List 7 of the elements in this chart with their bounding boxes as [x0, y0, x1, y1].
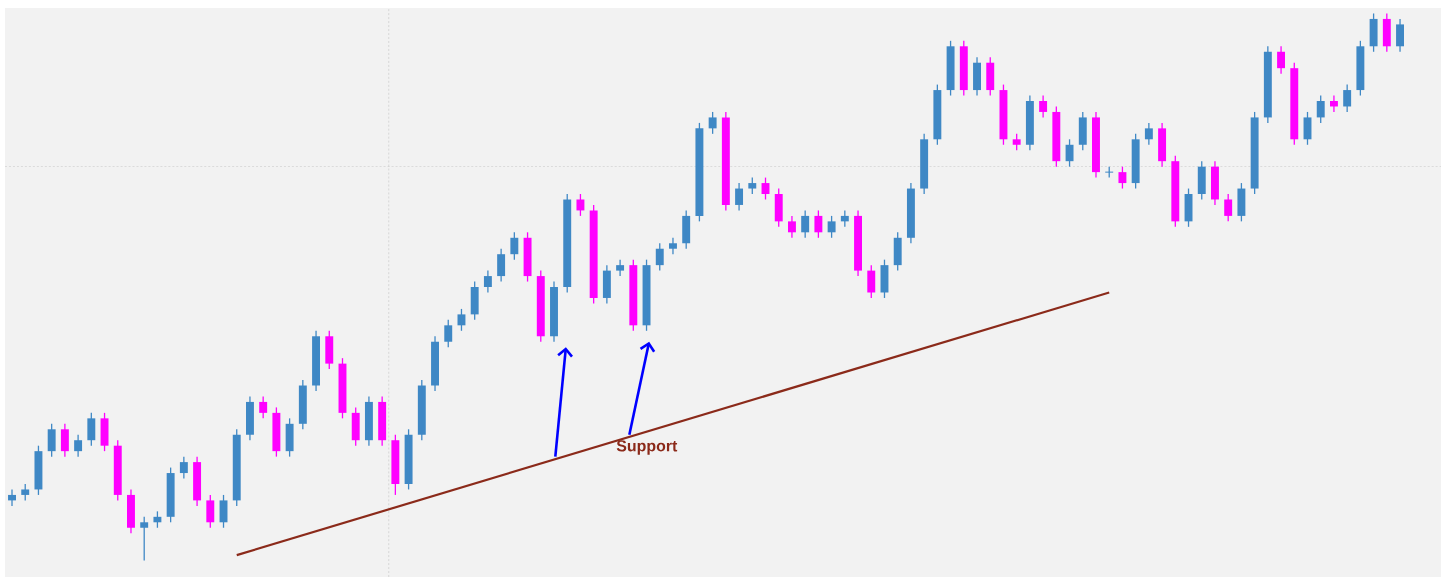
series-label: Support — [616, 440, 678, 455]
candlestick — [1078, 111, 1087, 151]
candlestick — [325, 330, 334, 370]
candlestick — [1224, 193, 1233, 223]
candlestick — [444, 319, 453, 348]
candlestick — [140, 516, 149, 562]
candlestick — [100, 412, 109, 452]
